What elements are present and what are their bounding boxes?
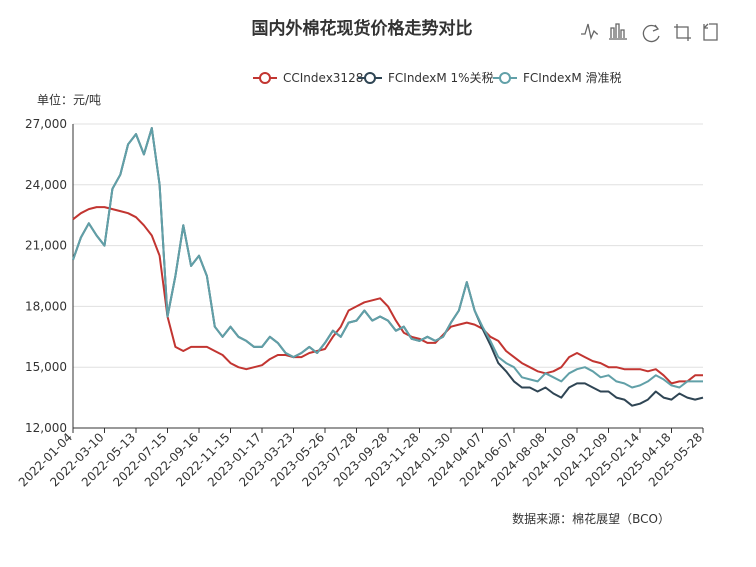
- series-line: [72, 127, 703, 389]
- toolbox[interactable]: [581, 23, 718, 43]
- y-tick-label: 15,000: [25, 360, 67, 374]
- tool-zoom[interactable]: [674, 24, 691, 41]
- legend-label: FCIndexM 1%关税: [388, 71, 494, 85]
- y-tick-label: 12,000: [25, 421, 67, 435]
- y-tick-label: 24,000: [25, 178, 67, 192]
- y-tick-label: 18,000: [25, 299, 67, 313]
- legend-marker: [499, 72, 511, 84]
- series-line: [72, 127, 704, 407]
- y-unit-label: 单位：元/吨: [37, 92, 101, 107]
- y-tick-label: 21,000: [25, 239, 67, 253]
- tool-bar[interactable]: [609, 23, 627, 40]
- tool-restore[interactable]: [642, 24, 660, 43]
- tool-line[interactable]: [581, 23, 598, 41]
- y-tick-label: 27,000: [25, 117, 67, 131]
- legend-label: FCIndexM 滑准税: [523, 71, 622, 85]
- legend-marker: [364, 72, 376, 84]
- tool-back[interactable]: [703, 23, 718, 41]
- source-note: 数据来源：棉花展望（BCO）: [512, 511, 670, 526]
- legend-marker: [259, 72, 271, 84]
- chart-title: 国内外棉花现货价格走势对比: [252, 18, 473, 39]
- legend-label: CCIndex3128: [283, 71, 363, 85]
- series-line: [72, 206, 703, 385]
